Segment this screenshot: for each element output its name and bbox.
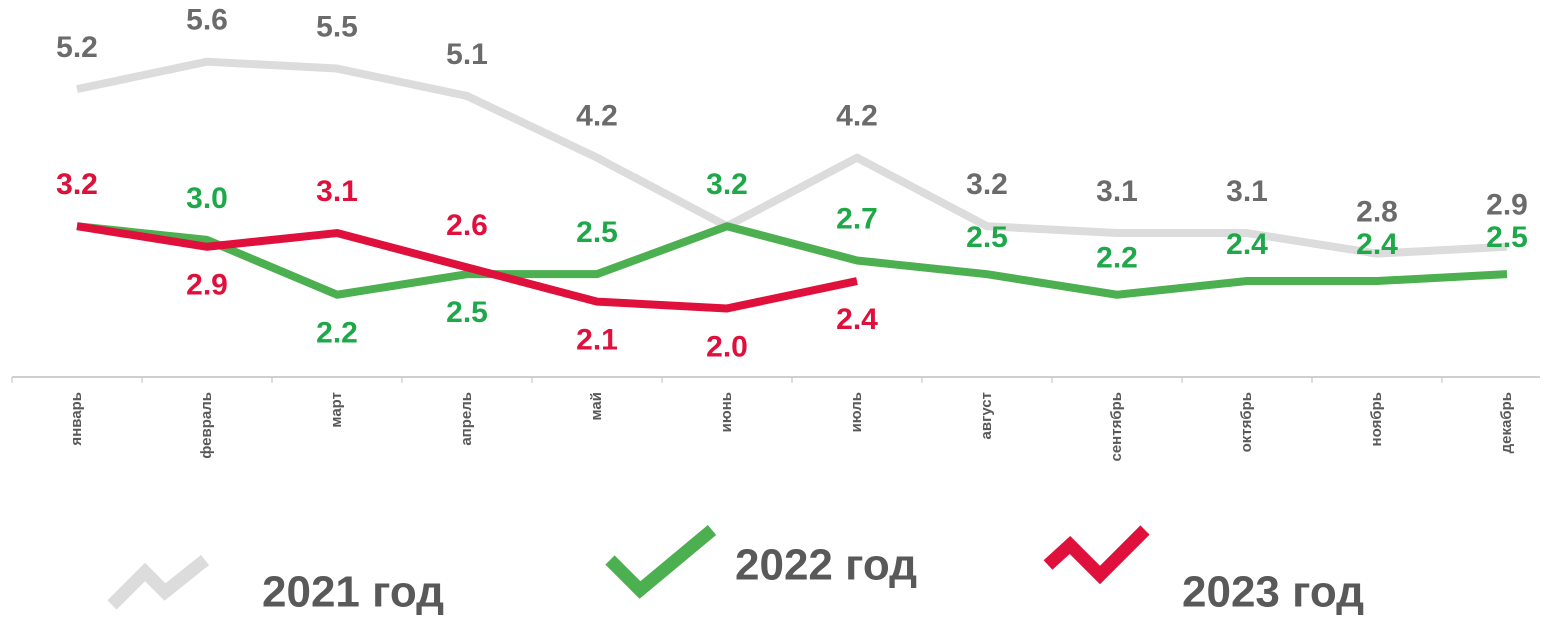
data-label: 2.9: [186, 269, 228, 302]
data-label: 3.2: [56, 168, 98, 201]
data-label: 2.2: [316, 317, 358, 350]
legend: 2021 год 2022 год 2023 год: [107, 525, 1364, 617]
data-label: 2.7: [836, 202, 878, 235]
legend-icon: [1043, 525, 1150, 585]
x-tick-label: декабрь: [1498, 392, 1515, 453]
x-tick-label: октябрь: [1238, 392, 1255, 452]
x-tick-label: январь: [68, 392, 85, 446]
data-label: 3.0: [186, 182, 228, 215]
data-label: 2.4: [1356, 228, 1398, 261]
x-tick-label: июнь: [718, 392, 735, 432]
data-label: 2.8: [1356, 196, 1398, 229]
x-tick-label: июль: [848, 392, 865, 432]
series-line: [76, 222, 1508, 299]
x-tick-label: февраль: [198, 392, 215, 459]
data-label: 2.9: [1486, 189, 1528, 222]
data-label: 2.4: [1226, 228, 1268, 261]
legend-label: 2023 год: [1182, 568, 1364, 616]
data-label: 2.5: [1486, 221, 1528, 254]
legend-icon: [107, 554, 210, 610]
data-label: 4.2: [576, 100, 618, 133]
series-line: [76, 222, 858, 313]
data-label: 3.2: [706, 168, 748, 201]
x-tick-label: апрель: [458, 392, 475, 446]
data-label: 3.1: [1096, 175, 1138, 208]
x-tick-label: март: [328, 392, 345, 428]
series-line: [76, 57, 1508, 258]
data-label: 2.5: [966, 221, 1008, 254]
data-label: 3.2: [56, 168, 98, 201]
data-label: 2.0: [706, 330, 748, 363]
x-tick-label: сентябрь: [1108, 392, 1125, 462]
data-label: 3.2: [966, 168, 1008, 201]
data-label: 3.1: [316, 175, 358, 208]
legend-label: 2021 год: [262, 568, 444, 616]
x-tick-label: август: [978, 392, 995, 439]
data-label: 2.4: [836, 303, 878, 336]
data-label: 3.1: [1226, 175, 1268, 208]
data-label: 2.2: [1096, 242, 1138, 275]
data-label: 4.2: [836, 100, 878, 133]
data-label: 2.1: [576, 324, 618, 357]
data-label: 5.6: [186, 4, 228, 37]
x-tick-label: ноябрь: [1368, 392, 1385, 446]
legend-label: 2022 год: [735, 541, 917, 590]
data-label: 5.1: [446, 38, 488, 71]
legend-icon: [605, 525, 717, 599]
x-tick-label: май: [588, 392, 605, 420]
data-label: 5.2: [56, 31, 98, 64]
data-label: 2.5: [446, 296, 488, 329]
data-label: 2.5: [576, 216, 618, 249]
data-label: 2.6: [446, 209, 488, 242]
data-label: 5.5: [316, 10, 358, 43]
